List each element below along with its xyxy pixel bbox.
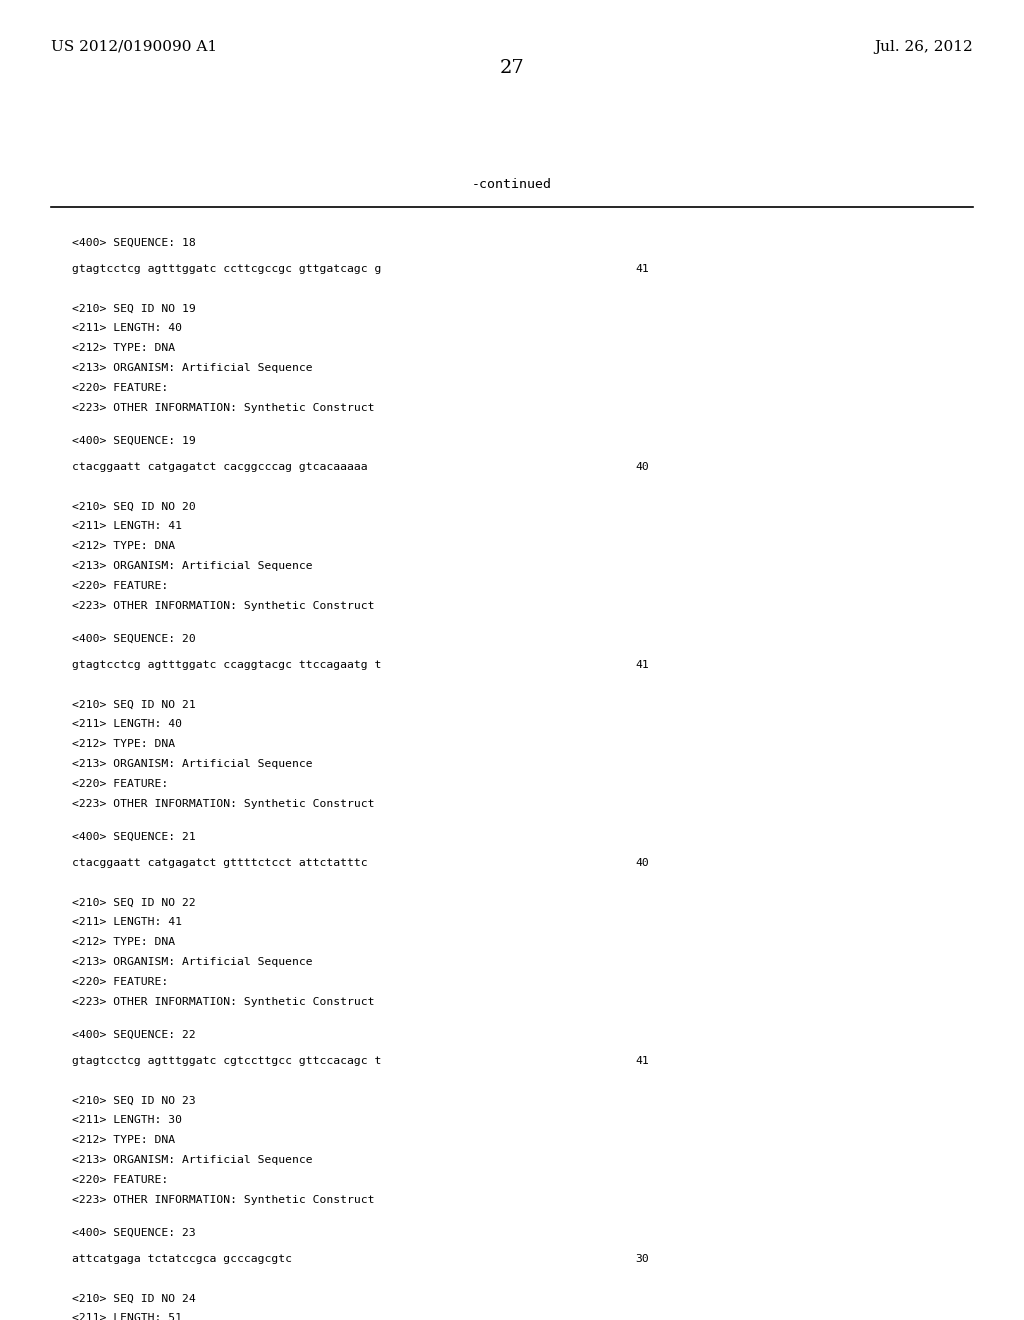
Text: <220> FEATURE:: <220> FEATURE:	[72, 1175, 168, 1185]
Text: <223> OTHER INFORMATION: Synthetic Construct: <223> OTHER INFORMATION: Synthetic Const…	[72, 601, 374, 611]
Text: <212> TYPE: DNA: <212> TYPE: DNA	[72, 343, 175, 354]
Text: 41: 41	[635, 264, 648, 275]
Text: <213> ORGANISM: Artificial Sequence: <213> ORGANISM: Artificial Sequence	[72, 561, 312, 572]
Text: <400> SEQUENCE: 23: <400> SEQUENCE: 23	[72, 1228, 196, 1238]
Text: <400> SEQUENCE: 22: <400> SEQUENCE: 22	[72, 1030, 196, 1040]
Text: <211> LENGTH: 41: <211> LENGTH: 41	[72, 521, 181, 532]
Text: gtagtcctcg agtttggatc cgtccttgcc gttccacagc t: gtagtcctcg agtttggatc cgtccttgcc gttccac…	[72, 1056, 381, 1067]
Text: <211> LENGTH: 30: <211> LENGTH: 30	[72, 1115, 181, 1126]
Text: <210> SEQ ID NO 23: <210> SEQ ID NO 23	[72, 1096, 196, 1106]
Text: <400> SEQUENCE: 21: <400> SEQUENCE: 21	[72, 832, 196, 842]
Text: <212> TYPE: DNA: <212> TYPE: DNA	[72, 541, 175, 552]
Text: <213> ORGANISM: Artificial Sequence: <213> ORGANISM: Artificial Sequence	[72, 1155, 312, 1166]
Text: <212> TYPE: DNA: <212> TYPE: DNA	[72, 739, 175, 750]
Text: <210> SEQ ID NO 19: <210> SEQ ID NO 19	[72, 304, 196, 314]
Text: <223> OTHER INFORMATION: Synthetic Construct: <223> OTHER INFORMATION: Synthetic Const…	[72, 799, 374, 809]
Text: ctacggaatt catgagatct cacggcccag gtcacaaaaa: ctacggaatt catgagatct cacggcccag gtcacaa…	[72, 462, 368, 473]
Text: <400> SEQUENCE: 20: <400> SEQUENCE: 20	[72, 634, 196, 644]
Text: gtagtcctcg agtttggatc ccaggtacgc ttccagaatg t: gtagtcctcg agtttggatc ccaggtacgc ttccaga…	[72, 660, 381, 671]
Text: <223> OTHER INFORMATION: Synthetic Construct: <223> OTHER INFORMATION: Synthetic Const…	[72, 997, 374, 1007]
Text: <211> LENGTH: 41: <211> LENGTH: 41	[72, 917, 181, 928]
Text: <220> FEATURE:: <220> FEATURE:	[72, 977, 168, 987]
Text: <223> OTHER INFORMATION: Synthetic Construct: <223> OTHER INFORMATION: Synthetic Const…	[72, 1195, 374, 1205]
Text: ctacggaatt catgagatct gttttctcct attctatttc: ctacggaatt catgagatct gttttctcct attctat…	[72, 858, 368, 869]
Text: 41: 41	[635, 660, 648, 671]
Text: <400> SEQUENCE: 18: <400> SEQUENCE: 18	[72, 238, 196, 248]
Text: <220> FEATURE:: <220> FEATURE:	[72, 383, 168, 393]
Text: <211> LENGTH: 40: <211> LENGTH: 40	[72, 323, 181, 334]
Text: <400> SEQUENCE: 19: <400> SEQUENCE: 19	[72, 436, 196, 446]
Text: Jul. 26, 2012: Jul. 26, 2012	[874, 40, 973, 54]
Text: <210> SEQ ID NO 20: <210> SEQ ID NO 20	[72, 502, 196, 512]
Text: <212> TYPE: DNA: <212> TYPE: DNA	[72, 937, 175, 948]
Text: <211> LENGTH: 51: <211> LENGTH: 51	[72, 1313, 181, 1320]
Text: <211> LENGTH: 40: <211> LENGTH: 40	[72, 719, 181, 730]
Text: <210> SEQ ID NO 21: <210> SEQ ID NO 21	[72, 700, 196, 710]
Text: <220> FEATURE:: <220> FEATURE:	[72, 581, 168, 591]
Text: 27: 27	[500, 59, 524, 78]
Text: <210> SEQ ID NO 24: <210> SEQ ID NO 24	[72, 1294, 196, 1304]
Text: <213> ORGANISM: Artificial Sequence: <213> ORGANISM: Artificial Sequence	[72, 957, 312, 968]
Text: 40: 40	[635, 858, 648, 869]
Text: attcatgaga tctatccgca gcccagcgtc: attcatgaga tctatccgca gcccagcgtc	[72, 1254, 292, 1265]
Text: 41: 41	[635, 1056, 648, 1067]
Text: <210> SEQ ID NO 22: <210> SEQ ID NO 22	[72, 898, 196, 908]
Text: <223> OTHER INFORMATION: Synthetic Construct: <223> OTHER INFORMATION: Synthetic Const…	[72, 403, 374, 413]
Text: gtagtcctcg agtttggatc ccttcgccgc gttgatcagc g: gtagtcctcg agtttggatc ccttcgccgc gttgatc…	[72, 264, 381, 275]
Text: <212> TYPE: DNA: <212> TYPE: DNA	[72, 1135, 175, 1146]
Text: <213> ORGANISM: Artificial Sequence: <213> ORGANISM: Artificial Sequence	[72, 759, 312, 770]
Text: US 2012/0190090 A1: US 2012/0190090 A1	[51, 40, 217, 54]
Text: <213> ORGANISM: Artificial Sequence: <213> ORGANISM: Artificial Sequence	[72, 363, 312, 374]
Text: -continued: -continued	[472, 178, 552, 191]
Text: 30: 30	[635, 1254, 648, 1265]
Text: <220> FEATURE:: <220> FEATURE:	[72, 779, 168, 789]
Text: 40: 40	[635, 462, 648, 473]
